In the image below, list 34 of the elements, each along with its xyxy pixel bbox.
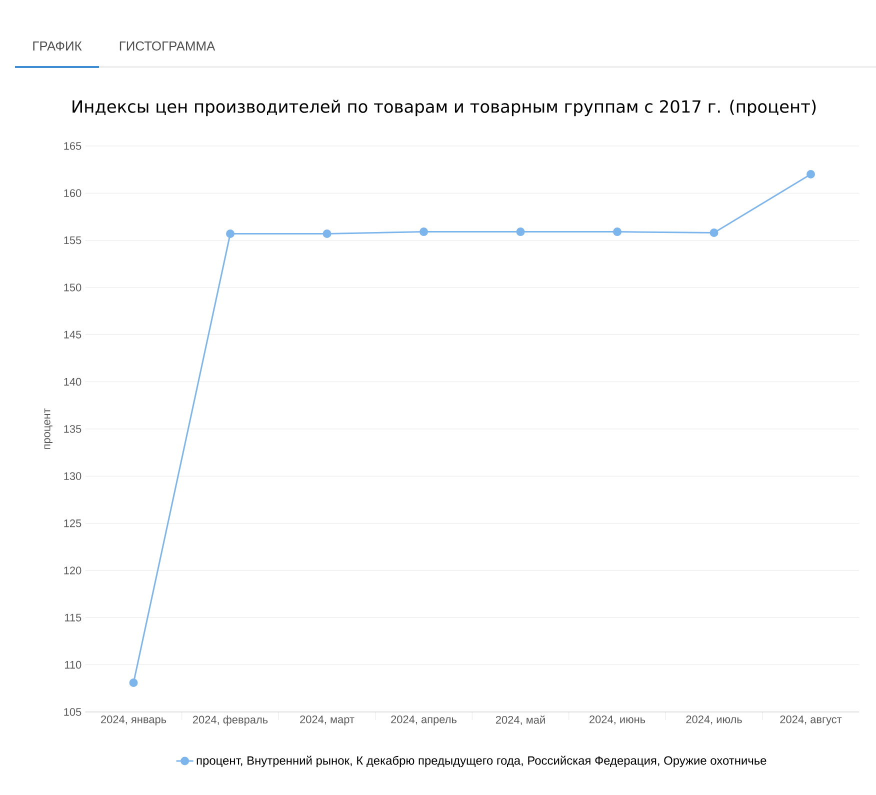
chart-title: Индексы цен производителей по товарам и товарным группам с 2017 г. (процент) <box>72 100 816 116</box>
point <box>710 228 718 238</box>
text: ГРАФИК <box>33 41 82 51</box>
y-tick-label: 135 <box>64 425 82 433</box>
x-tick-label: 2024, май <box>496 716 545 726</box>
x-tick-label: 2024, апрель <box>391 716 457 726</box>
point <box>420 228 428 236</box>
y-tick-label: 165 <box>64 142 82 150</box>
x-tick-label: 2024, март <box>300 716 354 726</box>
y-tick-label: 150 <box>64 284 82 292</box>
text: ГИСТОГРАММА <box>120 41 216 51</box>
x-tick-label: 2024, июль <box>686 716 742 725</box>
x-tick-label: 2024, январь <box>101 716 166 726</box>
point <box>129 678 138 687</box>
y-tick-label: 125 <box>64 519 82 528</box>
y-tick-label: 145 <box>64 330 82 338</box>
y-tick-label: 155 <box>64 236 82 244</box>
point <box>322 229 332 238</box>
y-tick-label: 110 <box>64 660 82 669</box>
x-tick-label: 2024, август <box>780 716 842 726</box>
point <box>516 228 525 236</box>
point <box>613 228 622 236</box>
y-tick-label: 105 <box>64 708 82 716</box>
point <box>806 170 816 179</box>
y-tick-label: 120 <box>64 566 82 574</box>
x-tick-label: 2024, февраль <box>192 715 268 726</box>
y-tick-label: 160 <box>64 189 82 198</box>
x-tick-label: 2024, июнь <box>590 716 646 725</box>
legend-label: процент, Внутренний рынок, К декабрю предыдущего года, Российская Федерация, Оружие охотничье <box>196 756 766 768</box>
y-tick-label: 130 <box>64 472 82 480</box>
y-tick-label: 140 <box>64 378 82 386</box>
y-tick-label: 115 <box>64 614 82 622</box>
point <box>226 229 235 238</box>
y-axis-title: процент <box>44 408 52 449</box>
